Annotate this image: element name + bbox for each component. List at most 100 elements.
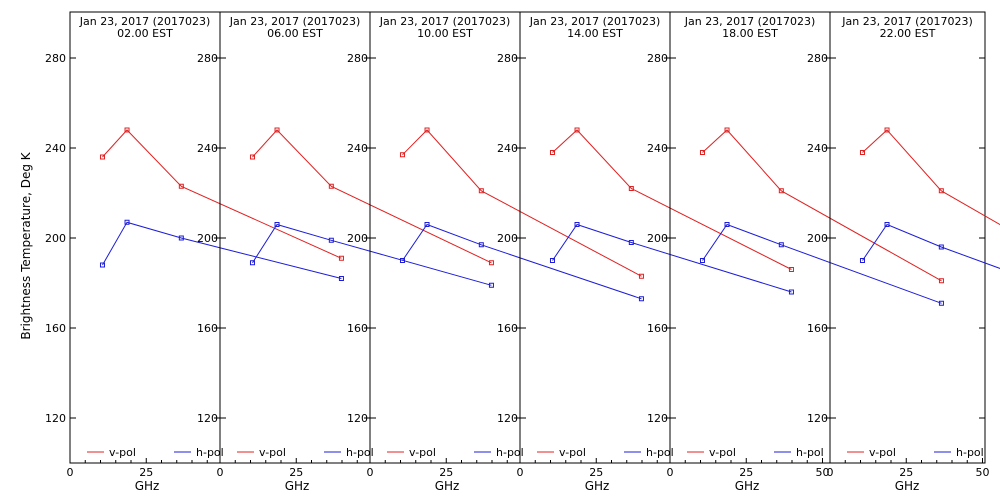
legend-label-v-pol: v-pol [869, 446, 896, 459]
data-point-h-pol [938, 244, 944, 250]
legend-label-v-pol: v-pol [709, 446, 736, 459]
y-tick-label: 200 [197, 232, 218, 245]
x-tick-label: 0 [67, 466, 74, 479]
panel-title: Jan 23, 2017 (2017023) [229, 15, 361, 28]
panel-subtitle: 18.00 EST [722, 27, 778, 40]
data-point-h-pol [99, 262, 105, 268]
x-axis-label: GHz [435, 479, 460, 493]
data-point-h-pol [488, 282, 494, 288]
panel-subtitle: 14.00 EST [567, 27, 623, 40]
y-tick-label: 240 [647, 142, 668, 155]
panel-5: Jan 23, 2017 (2017023)18.00 EST 120 160 200… [647, 11, 944, 493]
x-tick-label: 25 [139, 466, 153, 479]
data-point-v-pol [249, 154, 255, 160]
x-tick-label: 25 [739, 466, 753, 479]
panel-title: Jan 23, 2017 (2017023) [841, 15, 973, 28]
data-point-v-pol [178, 183, 184, 189]
data-point-h-pol [699, 258, 705, 263]
y-tick-label: 200 [647, 232, 668, 245]
panel-title: Jan 23, 2017 (2017023) [684, 15, 816, 28]
y-tick-label: 200 [45, 232, 66, 245]
x-tick-label: 0 [517, 466, 524, 479]
series-line-h-pol [702, 223, 942, 304]
x-tick-label: 25 [589, 466, 603, 479]
y-tick-label: 120 [807, 412, 828, 425]
y-tick-label: 160 [807, 322, 828, 335]
data-point-h-pol [178, 235, 184, 241]
data-point-h-pol [788, 289, 794, 295]
data-point-v-pol [859, 150, 865, 155]
data-point-v-pol [699, 150, 705, 155]
series-line-h-pol [102, 221, 342, 279]
data-point-h-pol [884, 222, 890, 227]
x-tick-label: 0 [667, 466, 674, 479]
panels: Jan 23, 2017 (2017023)02.00 EST120160200… [45, 11, 1000, 493]
panel-title: Jan 23, 2017 (2017023) [79, 15, 211, 28]
data-point-h-pol [724, 222, 730, 227]
series-line-h-pol [552, 223, 792, 293]
legend-label-v-pol: v-pol [109, 446, 136, 459]
data-point-v-pol [628, 186, 634, 191]
data-point-h-pol [574, 222, 580, 227]
x-tick-label: 0 [217, 466, 224, 479]
data-point-v-pol [938, 188, 944, 194]
x-axis-label: GHz [585, 479, 610, 493]
y-tick-label: 200 [807, 232, 828, 245]
data-point-h-pol [124, 219, 130, 225]
legend-label-h-pol: h-pol [196, 446, 224, 459]
y-tick-label: 280 [807, 52, 828, 65]
panel-1: Jan 23, 2017 (2017023)02.00 EST 120 160 200… [45, 11, 344, 493]
y-tick-label: 240 [45, 142, 66, 155]
data-point-v-pol [124, 127, 130, 133]
y-tick-label: 200 [497, 232, 518, 245]
data-point-v-pol [938, 278, 944, 284]
x-tick-label: 50 [816, 466, 830, 479]
data-point-h-pol [249, 260, 255, 266]
series-line-h-pol [402, 223, 642, 300]
data-point-h-pol [778, 242, 784, 248]
data-point-v-pol [338, 255, 344, 261]
panel-subtitle: 02.00 EST [117, 27, 173, 40]
legend-label-v-pol: v-pol [259, 446, 286, 459]
legend-label-h-pol: h-pol [346, 446, 374, 459]
x-axis-label: GHz [135, 479, 160, 493]
y-tick-label: 280 [497, 52, 518, 65]
data-point-v-pol [549, 150, 555, 155]
y-tick-label: 120 [497, 412, 518, 425]
data-point-h-pol [478, 242, 484, 248]
y-tick-label: 120 [45, 412, 66, 425]
panel-subtitle: 06.00 EST [267, 27, 323, 40]
y-tick-label: 240 [347, 142, 368, 155]
panel-6: Jan 23, 2017 (2017023)22.00 EST 120 160 200… [807, 11, 1000, 493]
legend-label-h-pol: h-pol [796, 446, 824, 459]
data-point-h-pol [338, 276, 344, 281]
series-line-v-pol [402, 129, 642, 277]
data-point-v-pol [574, 127, 580, 133]
series-line-h-pol [862, 223, 1000, 269]
series-line-v-pol [552, 129, 792, 270]
data-point-h-pol [274, 222, 280, 227]
y-tick-label: 160 [347, 322, 368, 335]
data-point-h-pol [424, 222, 430, 227]
series-line-v-pol [102, 129, 342, 259]
y-tick-label: 160 [497, 322, 518, 335]
legend-label-v-pol: v-pol [559, 446, 586, 459]
series-line-v-pol [702, 129, 942, 282]
y-tick-label: 280 [45, 52, 66, 65]
data-point-v-pol [788, 267, 794, 272]
x-tick-label: 0 [827, 466, 834, 479]
series-line-v-pol [252, 129, 492, 264]
x-axis-label: GHz [735, 479, 760, 493]
series-line-h-pol [252, 223, 492, 286]
y-tick-label: 160 [45, 322, 66, 335]
panel-subtitle: 22.00 EST [880, 27, 936, 40]
y-tick-label: 120 [347, 412, 368, 425]
data-point-h-pol [628, 240, 634, 245]
data-point-h-pol [328, 237, 334, 243]
data-point-h-pol [859, 258, 865, 263]
data-point-v-pol [478, 188, 484, 194]
data-point-v-pol [884, 127, 890, 133]
panel-title: Jan 23, 2017 (2017023) [379, 15, 511, 28]
data-point-v-pol [328, 183, 334, 189]
